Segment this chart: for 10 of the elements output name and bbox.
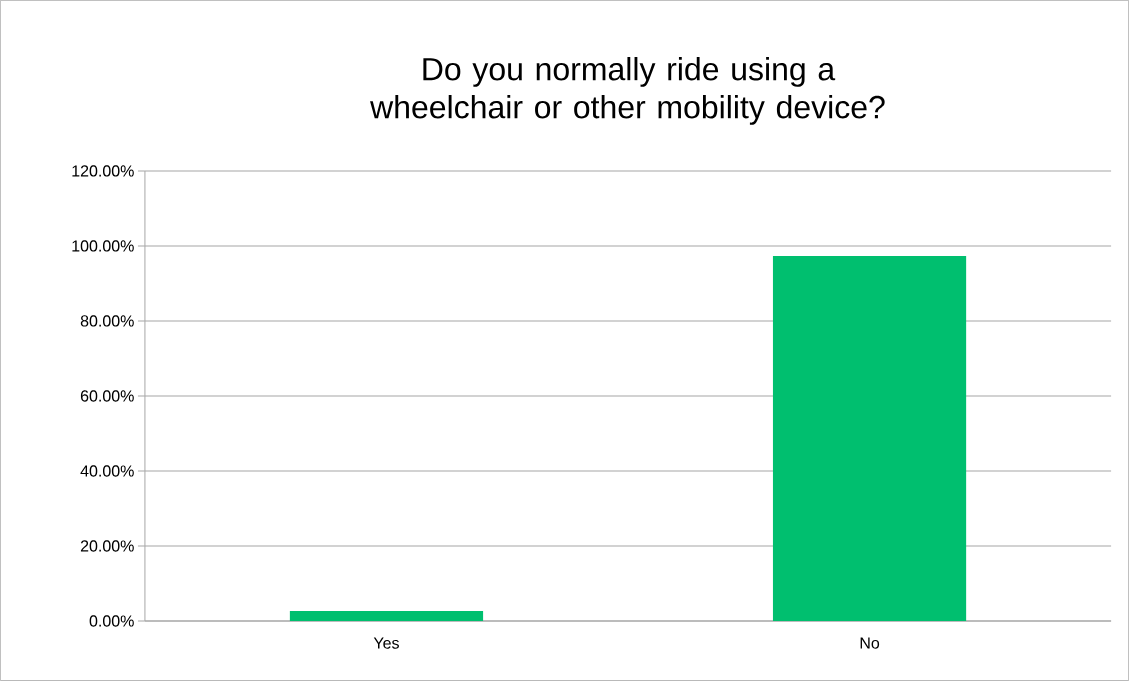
y-tick-label: 100.00% [72, 240, 134, 252]
y-tick-label: 80.00% [80, 315, 134, 327]
y-tick-label: 60.00% [80, 390, 134, 402]
y-tick-label: 20.00% [80, 540, 134, 552]
x-tick-label: Yes [373, 637, 399, 649]
x-tick-label: No [860, 637, 880, 649]
y-tick-label: 120.00% [72, 165, 134, 177]
y-tick-label: 40.00% [80, 465, 134, 477]
y-tick-label: 0.00% [89, 615, 134, 627]
chart-title: Do you normally ride using a wheelchair or other mobility device? [370, 57, 885, 125]
